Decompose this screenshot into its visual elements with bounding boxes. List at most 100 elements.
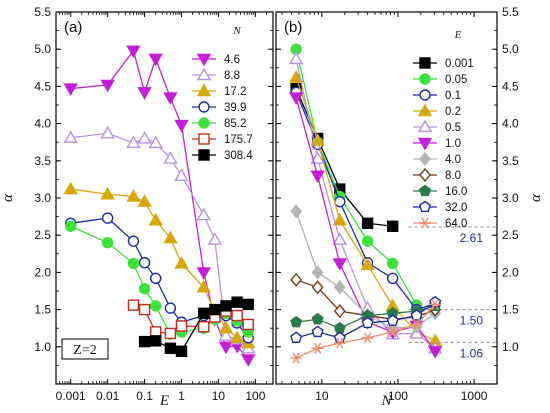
data-point [410, 309, 423, 321]
data-point [220, 300, 232, 312]
data-point [311, 312, 324, 325]
y-tick-label: 5.5 [502, 5, 519, 19]
legend-label: 308.4 [224, 150, 253, 162]
legend-item: 85.2 [192, 117, 246, 130]
legend-item: 0.05 [413, 73, 467, 86]
data-point [64, 220, 77, 232]
legend-marker [417, 119, 433, 133]
data-point [149, 335, 162, 347]
legend-item: 0.001 [413, 57, 474, 70]
legend-label: 1.0 [445, 138, 461, 150]
series-308.4 [138, 296, 254, 357]
legend-label: 0.2 [445, 106, 461, 118]
legend-marker [417, 137, 433, 151]
data-point [290, 315, 303, 328]
y-tick-label: 1.5 [502, 303, 519, 317]
data-point [360, 257, 375, 271]
legend-marker [418, 200, 432, 213]
data-point [361, 235, 374, 247]
data-point [174, 119, 189, 133]
legend-item: 1.0 [413, 137, 461, 151]
data-point [163, 230, 178, 244]
y-tick-label: 5.5 [34, 5, 51, 19]
legend-label: 0.5 [445, 122, 461, 134]
x-tick-label: 1000 [461, 389, 488, 403]
data-point [332, 232, 347, 245]
legend-marker [196, 53, 212, 67]
data-point [334, 196, 346, 208]
legend-item: 32.0 [413, 200, 467, 214]
y-tick-label: 4.5 [502, 79, 519, 93]
y-axis-title: α [528, 193, 544, 202]
legend-label: 16.0 [445, 186, 467, 198]
y-tick-label: 2.0 [502, 265, 519, 279]
legend-marker [417, 103, 433, 117]
data-point [148, 53, 163, 67]
legend-marker [418, 184, 432, 197]
annotation-text: Z=2 [73, 343, 96, 358]
y-tick-label: 5.0 [34, 42, 51, 56]
data-point [361, 332, 374, 344]
data-point [242, 298, 254, 311]
data-point [127, 299, 140, 311]
data-point [290, 272, 303, 287]
data-point [148, 135, 163, 149]
data-point [196, 207, 211, 221]
legend-label: 8.0 [445, 170, 461, 182]
x-tick-label: 100 [245, 389, 265, 403]
data-point [218, 320, 234, 334]
data-point [209, 303, 221, 316]
data-point [310, 170, 325, 184]
data-point [163, 151, 178, 164]
data-point [311, 342, 324, 354]
series-175.7 [127, 299, 254, 340]
data-point [310, 151, 325, 164]
y-tick-label: 3.0 [502, 191, 519, 205]
y-tick-label: 2.0 [34, 265, 51, 279]
y-tick-label: 3.5 [502, 154, 519, 168]
data-point [138, 303, 151, 316]
x-tick-label: 100 [388, 389, 408, 403]
y-tick-label: 1.0 [502, 340, 519, 354]
series-line [70, 188, 249, 344]
data-point [427, 346, 443, 359]
data-point [218, 341, 234, 355]
legend-label: 8.8 [224, 70, 240, 82]
data-point [101, 212, 114, 224]
legend-marker [419, 73, 431, 85]
data-point [137, 131, 152, 144]
legend-marker [198, 133, 210, 145]
y-tick-label: 5.0 [502, 42, 519, 56]
data-point [288, 51, 304, 65]
data-point [288, 70, 304, 83]
x-axis-title: N [380, 393, 392, 409]
data-point [100, 79, 115, 93]
legend-item: 16.0 [413, 184, 467, 198]
legend-label: 39.9 [224, 102, 246, 114]
x-tick-label: 10 [212, 389, 226, 403]
data-point [231, 309, 243, 322]
data-point [231, 296, 243, 308]
data-point [361, 316, 374, 329]
panel-label: (a) [64, 19, 82, 36]
legend-marker [198, 117, 210, 129]
annotation-frame [61, 338, 109, 360]
data-point [333, 321, 346, 334]
x-tick-label: 0.001 [56, 389, 86, 403]
data-point [198, 321, 210, 333]
legend-label: 4.6 [224, 54, 240, 66]
data-point [333, 331, 346, 344]
legend-item: 0.1 [413, 89, 461, 102]
series-line [295, 49, 418, 306]
legend-item: 17.2 [192, 83, 246, 98]
series-64.0 [290, 298, 442, 364]
reference-line-label: 1.50 [460, 314, 484, 328]
legend-item: 4.6 [192, 53, 240, 67]
legend-marker [419, 167, 431, 183]
series-17.2 [63, 181, 256, 349]
data-point [207, 232, 223, 245]
legend-marker [419, 89, 431, 101]
y-tick-label: 4.0 [34, 117, 51, 131]
legend-item: 308.4 [192, 149, 253, 162]
annotation-box: Z=2 [61, 338, 109, 360]
